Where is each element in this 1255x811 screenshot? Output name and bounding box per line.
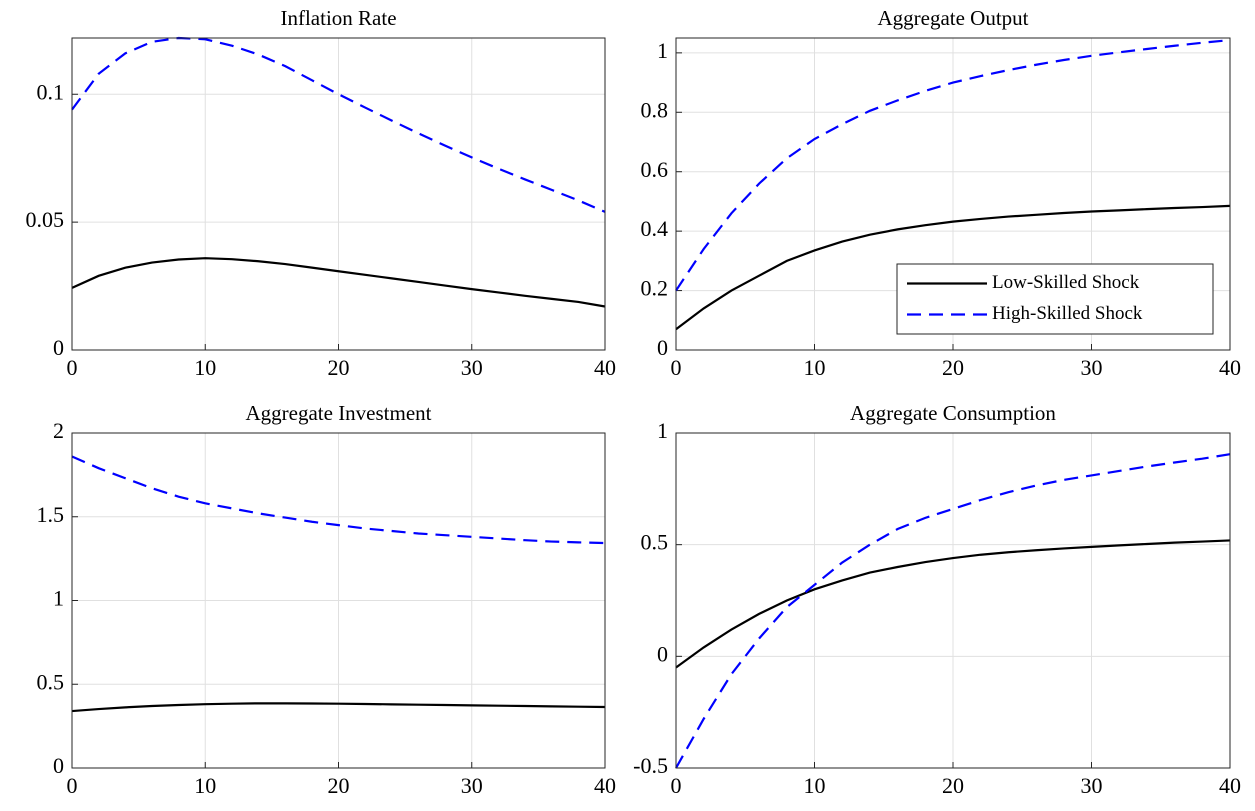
x-tick-label: 30 bbox=[1081, 773, 1103, 798]
y-tick-label: 2 bbox=[53, 418, 64, 443]
y-tick-label: 0.4 bbox=[641, 216, 669, 241]
x-tick-label: 30 bbox=[1081, 355, 1103, 380]
chart-title: Inflation Rate bbox=[280, 6, 396, 30]
y-tick-label: 0 bbox=[53, 753, 64, 778]
series-line bbox=[71, 36, 606, 213]
series-line bbox=[675, 38, 1231, 292]
y-tick-label: 1 bbox=[53, 586, 64, 611]
x-tick-label: 30 bbox=[461, 773, 483, 798]
chart-title: Aggregate Investment bbox=[245, 401, 431, 425]
x-tick-label: 40 bbox=[594, 773, 616, 798]
y-tick-label: 0.5 bbox=[37, 669, 65, 694]
x-tick-label: 20 bbox=[328, 773, 350, 798]
x-tick-label: 0 bbox=[67, 773, 78, 798]
y-tick-label: 0.05 bbox=[26, 207, 65, 232]
x-tick-label: 30 bbox=[461, 355, 483, 380]
y-tick-label: 0 bbox=[657, 335, 668, 360]
x-tick-label: 20 bbox=[942, 355, 964, 380]
axes-box bbox=[71, 37, 606, 351]
y-tick-label: 1.5 bbox=[37, 502, 65, 527]
legend: Low-Skilled Shock High-Skilled Shock bbox=[896, 263, 1214, 335]
axes-box bbox=[675, 432, 1231, 769]
y-tick-label: 1 bbox=[657, 418, 668, 443]
series-line bbox=[675, 453, 1231, 769]
y-tick-label: 0.1 bbox=[37, 79, 65, 104]
legend-box bbox=[896, 263, 1214, 335]
y-tick-label: 0.2 bbox=[641, 276, 669, 301]
x-tick-label: 0 bbox=[671, 355, 682, 380]
x-tick-label: 20 bbox=[328, 355, 350, 380]
x-tick-label: 40 bbox=[1219, 355, 1241, 380]
axes-box bbox=[71, 432, 606, 769]
y-tick-label: 0.5 bbox=[641, 530, 669, 555]
x-tick-label: 40 bbox=[594, 355, 616, 380]
series-line bbox=[71, 257, 606, 308]
legend-label: Low-Skilled Shock bbox=[992, 272, 1140, 293]
x-tick-label: 0 bbox=[671, 773, 682, 798]
series-line bbox=[675, 204, 1231, 331]
series-line bbox=[71, 702, 606, 713]
y-tick-label: 1 bbox=[657, 38, 668, 63]
y-tick-label: -0.5 bbox=[633, 753, 668, 778]
panel: 0 10 20 30 40 0 0.05 0.1 Inflation Rate bbox=[26, 6, 617, 380]
chart-title: Aggregate Consumption bbox=[850, 401, 1056, 425]
series-line bbox=[675, 539, 1231, 669]
x-tick-label: 10 bbox=[194, 355, 216, 380]
legend-label: High-Skilled Shock bbox=[992, 303, 1143, 324]
y-tick-label: 0 bbox=[53, 335, 64, 360]
y-tick-label: 0.6 bbox=[641, 157, 669, 182]
y-tick-label: 0.8 bbox=[641, 97, 669, 122]
panel: 0 10 20 30 40 0 0.5 1 1.5 2 Aggregate Investment bbox=[37, 401, 617, 798]
x-tick-label: 10 bbox=[194, 773, 216, 798]
x-tick-label: 0 bbox=[67, 355, 78, 380]
x-tick-label: 10 bbox=[804, 355, 826, 380]
series-line bbox=[71, 455, 606, 545]
axes-box bbox=[675, 37, 1231, 351]
chart-title: Aggregate Output bbox=[877, 6, 1028, 30]
y-tick-label: 0 bbox=[657, 641, 668, 666]
x-tick-label: 10 bbox=[804, 773, 826, 798]
x-tick-label: 40 bbox=[1219, 773, 1241, 798]
panel: 0 10 20 30 40 0 0.2 0.4 0.6 0.8 1 Aggregate Output L… bbox=[641, 6, 1242, 380]
x-tick-label: 20 bbox=[942, 773, 964, 798]
